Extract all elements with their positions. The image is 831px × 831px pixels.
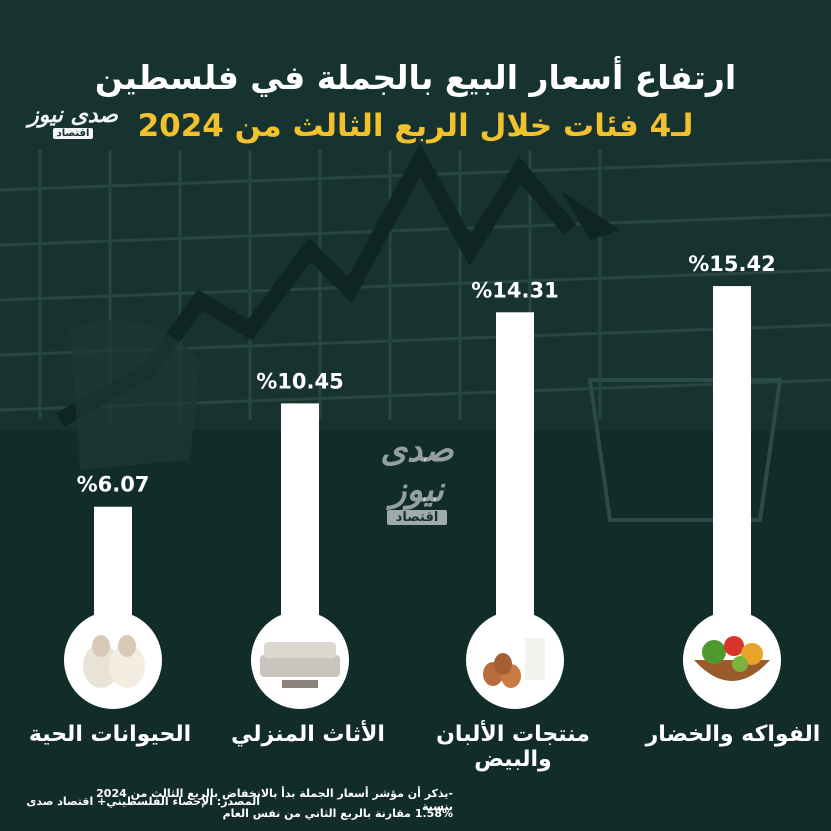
brand-logo: صدى نيوز اقتصاد bbox=[28, 103, 118, 139]
bar-dairy-eggs bbox=[496, 312, 534, 650]
sheep-icon bbox=[64, 611, 162, 709]
watermark-logo-sub: اقتصاد bbox=[387, 510, 447, 525]
brand-logo-sub: اقتصاد bbox=[53, 128, 93, 139]
bar-furniture bbox=[281, 403, 319, 650]
fruit-basket-icon bbox=[683, 611, 781, 709]
bar-fruits-vegetables bbox=[713, 286, 751, 650]
watermark-logo-text: صدى نيوز bbox=[380, 430, 454, 510]
value-label-live-animals: %6.07 bbox=[77, 473, 150, 497]
brand-logo-text: صدى نيوز bbox=[28, 103, 118, 128]
chart-subtitle: لـ4 فئات خلال الربع الثالث من 2024 bbox=[137, 108, 694, 144]
category-label-furniture: الأثاث المنزلي bbox=[231, 722, 385, 747]
category-label-live-animals: الحيوانات الحية bbox=[28, 722, 192, 747]
category-label-dairy-eggs: منتجات الألبان والبيض bbox=[436, 722, 590, 772]
footnote-line-2: 1.58% مقارنة بالربع الثاني من نفس العام bbox=[222, 807, 453, 820]
watermark-logo: صدى نيوز اقتصاد bbox=[352, 430, 482, 525]
footnote-line-1: -يذكر أن مؤشر أسعار الجملة بدأ بالانخفاض… bbox=[96, 787, 453, 813]
dairy-eggs-icon bbox=[466, 611, 564, 709]
chart-title: ارتفاع أسعار البيع بالجملة في فلسطين bbox=[94, 58, 737, 97]
source-note: المصدر: الإحصاء الفلسطيني+ اقتصاد صدى bbox=[26, 795, 260, 808]
value-label-furniture: %10.45 bbox=[256, 369, 343, 393]
category-label-fruits-vegetables: الفواكه والخضار bbox=[645, 722, 821, 747]
value-label-dairy-eggs: %14.31 bbox=[471, 278, 558, 302]
furniture-icon bbox=[251, 611, 349, 709]
value-label-fruits-vegetables: %15.42 bbox=[688, 252, 775, 276]
